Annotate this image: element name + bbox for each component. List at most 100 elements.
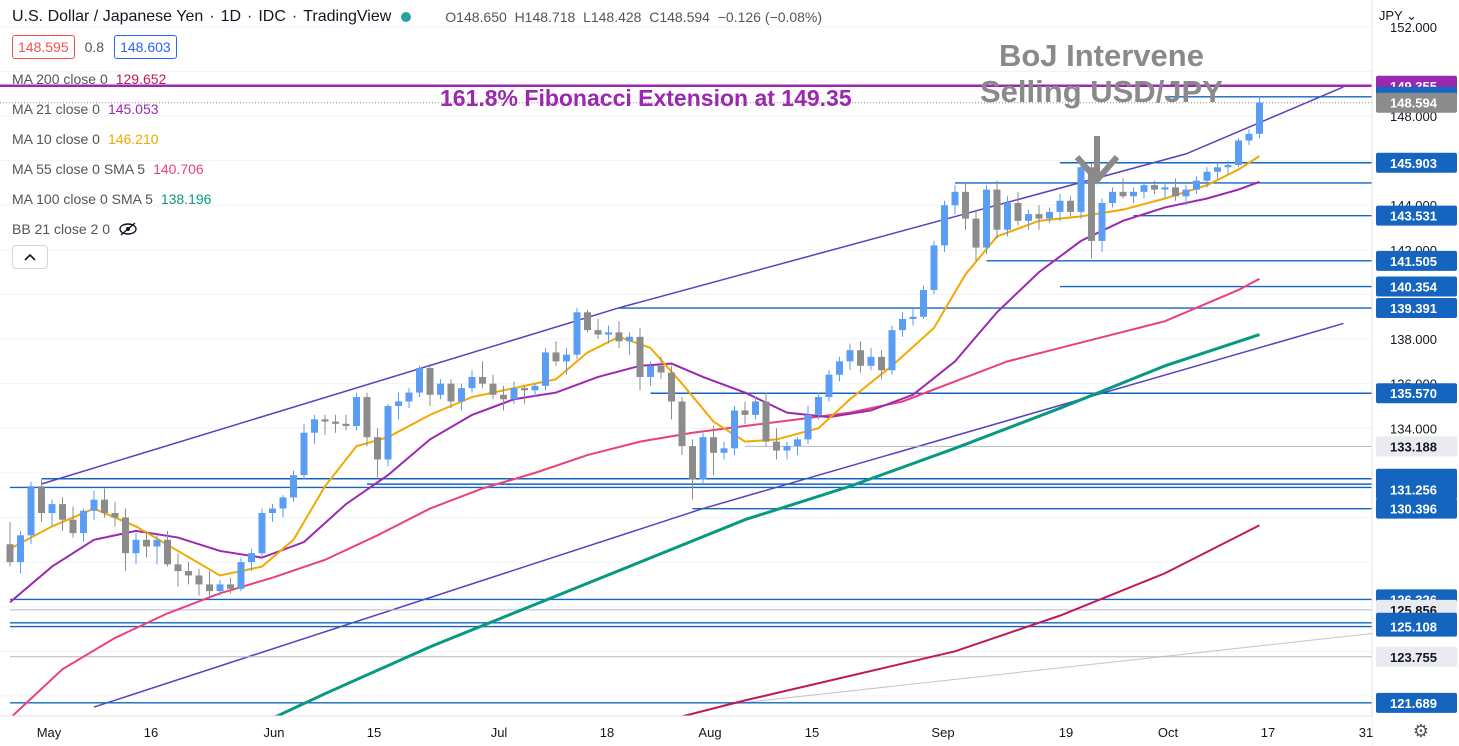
time-axis: May 16 Jun 15 Jul 18 Aug 15 Sep 19 Oct 17 31 [0, 715, 1373, 746]
x-tick-label: 15 [805, 725, 819, 740]
candle-body [468, 376, 476, 389]
candles [6, 95, 1263, 598]
x-tick-label: 15 [367, 725, 381, 740]
boj-line-1: BoJ Intervene [998, 38, 1204, 73]
candle [794, 437, 801, 456]
candle [290, 470, 297, 502]
price-label-text: 141.505 [1390, 254, 1437, 269]
candle [1161, 182, 1169, 199]
candle-body [993, 189, 1001, 230]
sell-price-button[interactable]: 148.595 [12, 35, 75, 59]
candle-body [300, 432, 308, 476]
price-label: 139.391 [1376, 298, 1457, 319]
candle-body [573, 312, 581, 355]
candle-body [1203, 171, 1211, 181]
candle [384, 403, 392, 467]
indicator-row[interactable]: BB 21 close 2 0 [12, 218, 822, 239]
candle-body [185, 571, 192, 576]
fib-annotation: 161.8% Fibonacci Extension at 149.35 [440, 85, 852, 111]
candle-body [584, 312, 591, 331]
candle-body [626, 336, 633, 342]
indicator-value: 146.210 [107, 130, 159, 147]
candle-body [1151, 185, 1158, 190]
candle [69, 506, 77, 538]
candle [836, 356, 843, 382]
candle [17, 530, 24, 574]
candle [59, 497, 66, 531]
down-arrow-icon [1074, 136, 1120, 185]
candle [899, 312, 906, 337]
candle-body [195, 575, 203, 585]
indicator-row[interactable]: MA 55 close 0 SMA 5 140.706 [12, 158, 822, 179]
candle-body [101, 499, 108, 514]
low-value: L148.428 [583, 9, 642, 25]
platform: TradingView [303, 8, 392, 25]
buy-price-button[interactable]: 148.603 [114, 35, 177, 59]
indicator-row[interactable]: MA 10 close 0 146.210 [12, 128, 822, 149]
interval[interactable]: 1D [220, 8, 242, 25]
candle [80, 508, 87, 543]
bid-ask: 148.595 0.8 148.603 [12, 35, 822, 59]
open-value: O148.650 [445, 9, 507, 25]
candle-body [605, 332, 612, 335]
price-label-bg [1376, 298, 1457, 319]
price-axis: 152.000148.000144.000142.000138.000136.0… [1371, 0, 1459, 746]
candle [510, 381, 518, 404]
indicator-row[interactable]: MA 21 close 0 145.053 [12, 98, 822, 119]
high-value: H148.718 [514, 9, 576, 25]
candle-body [689, 446, 696, 480]
candle [636, 327, 644, 391]
candle [1025, 209, 1032, 230]
candle [479, 361, 486, 389]
candle-body [962, 191, 969, 219]
candle [185, 562, 192, 585]
candle-body [972, 218, 980, 248]
candle-body [1014, 202, 1022, 221]
candle-body [815, 397, 822, 415]
candle-body [1046, 211, 1053, 219]
gear-icon[interactable]: ⚙ [1412, 721, 1429, 741]
candle-body [1140, 185, 1148, 192]
ohlc-values: O148.650 H148.718 L148.428 C148.594 −0.1… [445, 9, 822, 25]
currency-selector[interactable]: JPY ⌄ [1379, 8, 1417, 24]
candle-body [69, 519, 77, 534]
candle [447, 379, 455, 409]
candle-body [668, 372, 675, 402]
candle-body [720, 448, 728, 453]
candle [1182, 185, 1190, 206]
candle [1214, 162, 1221, 179]
x-tick-label: 31 [1359, 725, 1373, 740]
symbol-title[interactable]: U.S. Dollar / Japanese Yen · 1D · IDC · … [12, 8, 823, 25]
candle-body [290, 475, 297, 498]
price-label: 133.188 [1376, 436, 1457, 457]
candle-body [279, 497, 287, 509]
candle [468, 370, 476, 393]
price-label: 148.594 [1376, 92, 1457, 113]
candle [374, 428, 381, 478]
candle [395, 392, 402, 420]
indicator-row[interactable]: MA 100 close 0 SMA 5 138.196 [12, 188, 822, 209]
candle-body [59, 504, 66, 520]
chevron-up-icon[interactable] [12, 245, 48, 269]
candle-body [122, 517, 129, 554]
candle [405, 388, 413, 409]
currency-label: JPY [1378, 8, 1403, 23]
candle [594, 318, 602, 340]
legend: U.S. Dollar / Japanese Yen · 1D · IDC · … [12, 8, 822, 269]
candle-body [825, 374, 833, 398]
candle-body [867, 356, 875, 366]
candle-body [741, 410, 749, 415]
candle [941, 200, 948, 253]
candle-body [899, 318, 906, 331]
close-value: C148.594 [649, 9, 710, 25]
price-label: 130.396 [1376, 498, 1457, 519]
candle-body [17, 535, 24, 563]
eye-off-icon[interactable] [118, 221, 138, 236]
candle-body [1224, 165, 1232, 168]
candle-body [878, 356, 885, 371]
candle-body [321, 419, 329, 422]
candle [888, 325, 896, 375]
candle [1119, 178, 1127, 199]
indicator-row[interactable]: MA 200 close 0 129.652 [12, 68, 822, 89]
